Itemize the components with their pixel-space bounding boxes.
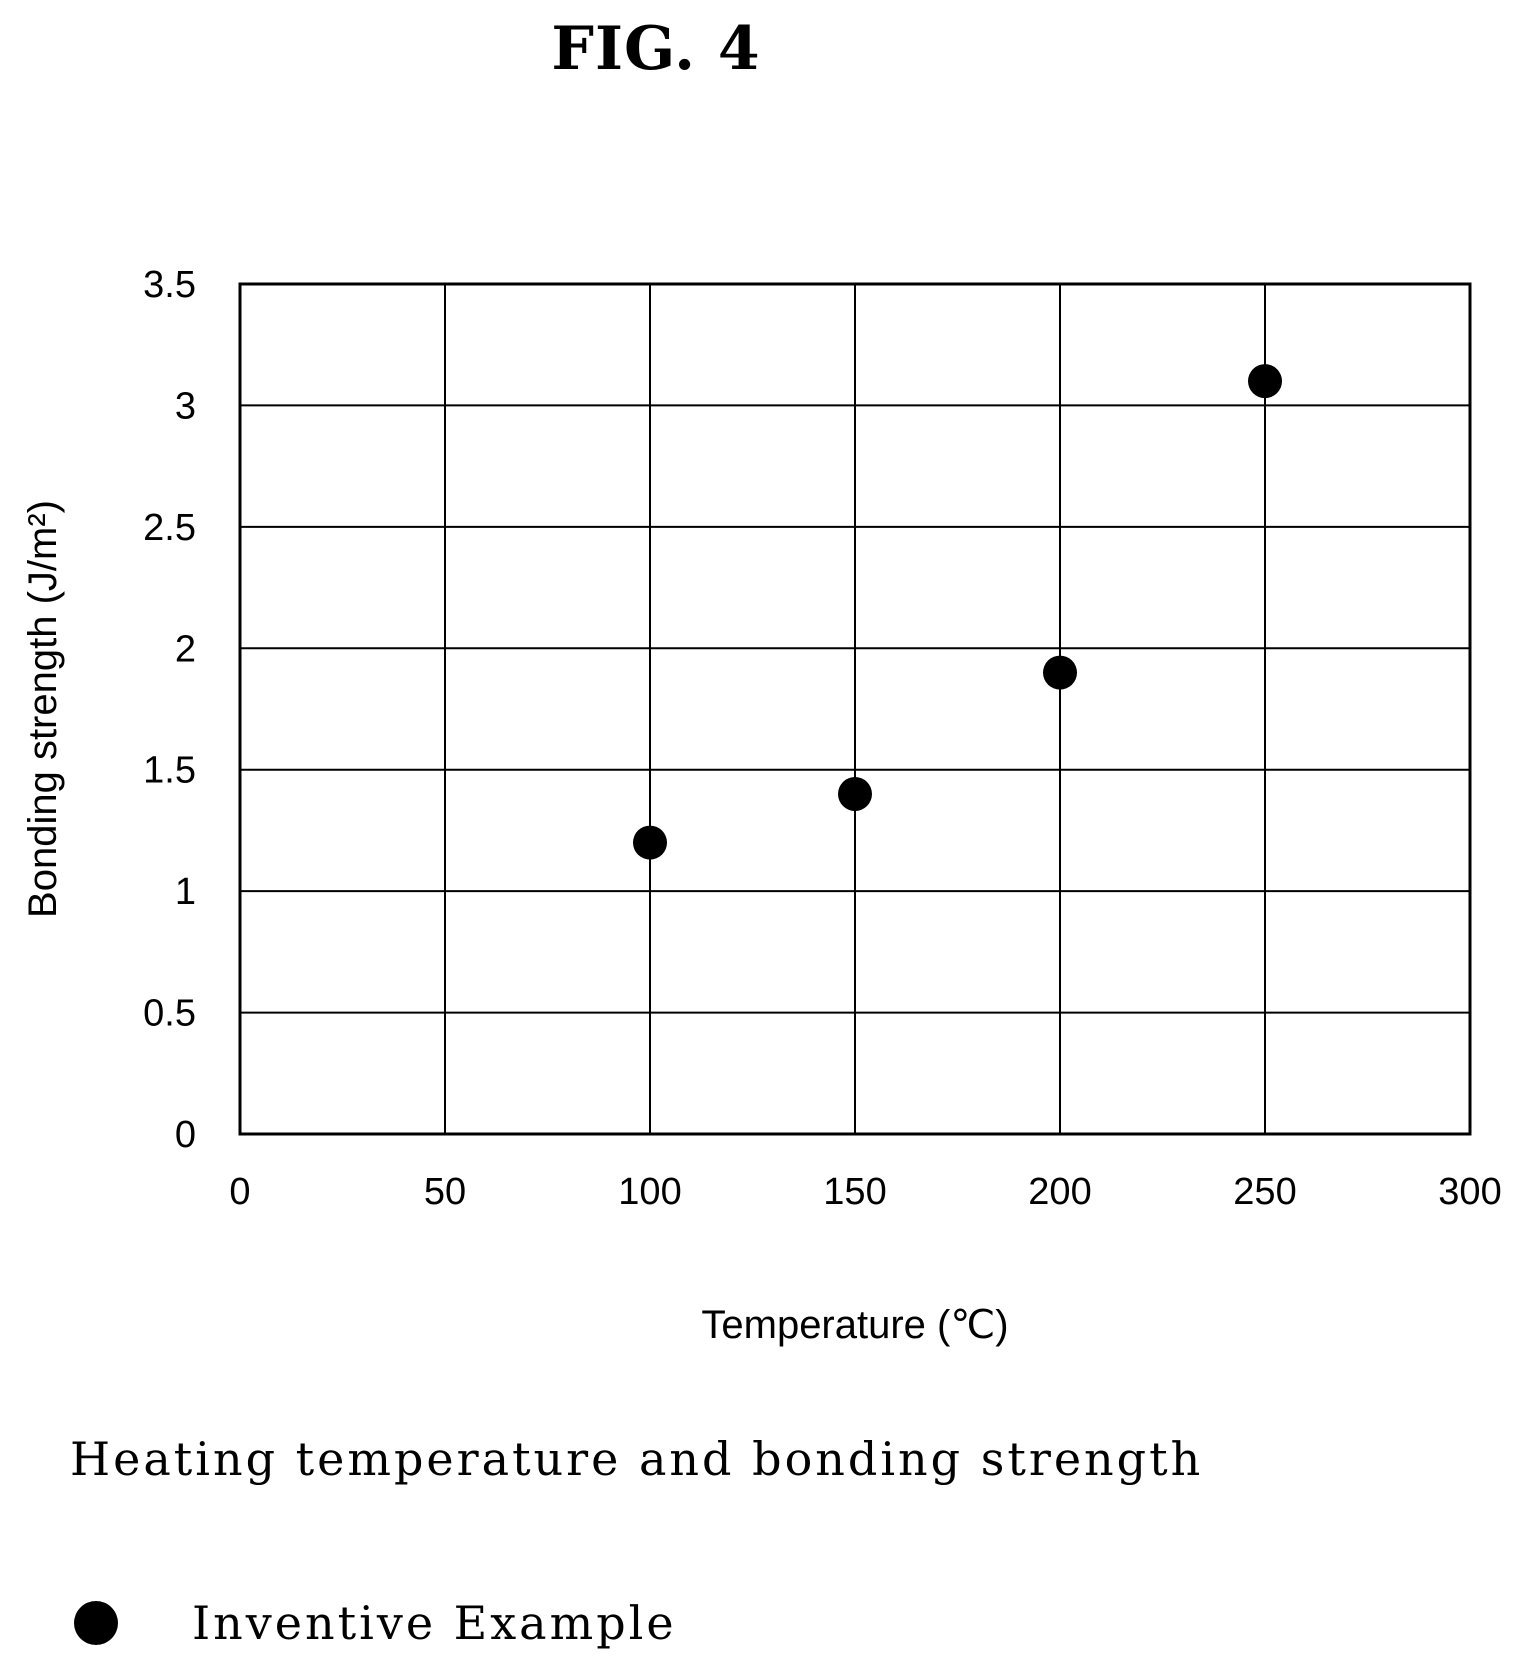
x-tick-label: 150 <box>823 1171 886 1213</box>
legend-marker-circle <box>74 1601 118 1645</box>
y-axis-label: Bonding strength (J/m²) <box>21 500 65 918</box>
data-point <box>838 777 872 811</box>
figure-label: FIG. 4 <box>551 14 761 84</box>
scatter-chart: 0 50 100 150 200 250 300 0 0.5 1 1.5 2 2.5 3 3.5 Temp… <box>21 264 1502 1347</box>
x-tick-label: 50 <box>424 1171 466 1213</box>
y-axis-ticks: 0 0.5 1 1.5 2 2.5 3 3.5 <box>143 264 196 1156</box>
legend-label: Inventive Example <box>192 1596 677 1650</box>
data-point <box>1043 655 1077 690</box>
x-tick-label: 200 <box>1028 1171 1091 1213</box>
y-tick-label: 1 <box>175 871 196 913</box>
legend: Inventive Example <box>74 1588 677 1658</box>
y-tick-label: 3 <box>175 385 196 427</box>
data-point <box>1248 364 1282 399</box>
x-tick-label: 300 <box>1438 1171 1501 1213</box>
grid-lines <box>240 284 1470 1134</box>
y-tick-label: 1.5 <box>143 750 196 792</box>
plot-area-frame <box>238 282 1472 1136</box>
x-tick-label: 250 <box>1233 1171 1296 1213</box>
data-point <box>633 825 667 860</box>
x-axis-label: Temperature (℃) <box>701 1303 1008 1347</box>
y-tick-label: 0.5 <box>143 993 196 1035</box>
y-tick-label: 2.5 <box>143 507 196 549</box>
y-tick-label: 2 <box>175 628 196 670</box>
figure-caption: Heating temperature and bonding strength <box>70 1432 1204 1486</box>
y-tick-label: 3.5 <box>143 264 196 306</box>
x-tick-label: 0 <box>229 1171 250 1213</box>
x-axis-ticks: 0 50 100 150 200 250 300 <box>229 1171 1501 1213</box>
data-points <box>633 364 1282 860</box>
y-tick-label: 0 <box>175 1114 196 1156</box>
x-tick-label: 100 <box>618 1171 681 1213</box>
